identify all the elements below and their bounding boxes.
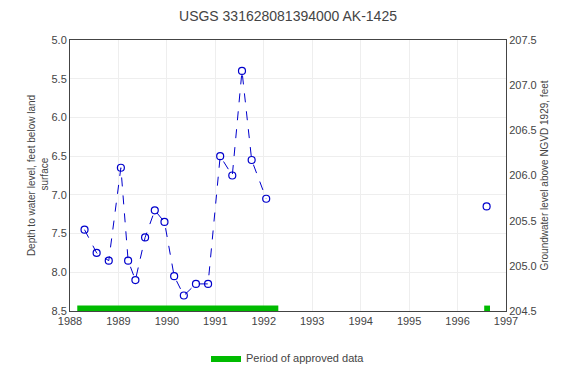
svg-text:7.0: 7.0 xyxy=(52,189,67,201)
svg-text:206.0: 206.0 xyxy=(509,169,537,181)
svg-text:5.0: 5.0 xyxy=(52,34,67,46)
svg-text:8.5: 8.5 xyxy=(52,305,67,317)
svg-text:206.5: 206.5 xyxy=(509,124,537,136)
svg-text:7.5: 7.5 xyxy=(52,227,67,239)
svg-text:207.5: 207.5 xyxy=(509,34,537,46)
svg-text:Groundwater level above NGVD 1: Groundwater level above NGVD 1929, feet xyxy=(539,80,550,270)
svg-text:1993: 1993 xyxy=(300,315,324,327)
svg-text:207.0: 207.0 xyxy=(509,79,537,91)
svg-text:1995: 1995 xyxy=(397,315,421,327)
svg-text:205.0: 205.0 xyxy=(509,260,537,272)
svg-text:1996: 1996 xyxy=(445,315,469,327)
svg-text:1988: 1988 xyxy=(58,315,82,327)
svg-text:5.5: 5.5 xyxy=(52,73,67,85)
svg-text:1991: 1991 xyxy=(203,315,227,327)
svg-text:Depth to water level, feet bel: Depth to water level, feet below land su… xyxy=(26,95,50,256)
svg-text:1997: 1997 xyxy=(494,315,518,327)
svg-text:6.5: 6.5 xyxy=(52,150,67,162)
svg-text:Period of approved data: Period of approved data xyxy=(246,352,364,364)
svg-text:1989: 1989 xyxy=(106,315,130,327)
svg-text:204.5: 204.5 xyxy=(509,305,537,317)
svg-text:205.5: 205.5 xyxy=(509,215,537,227)
svg-text:1994: 1994 xyxy=(348,315,372,327)
svg-text:8.0: 8.0 xyxy=(52,266,67,278)
svg-text:6.0: 6.0 xyxy=(52,111,67,123)
svg-text:1992: 1992 xyxy=(252,315,276,327)
svg-text:USGS 331628081394000 AK-1425: USGS 331628081394000 AK-1425 xyxy=(179,8,397,24)
svg-text:1990: 1990 xyxy=(155,315,179,327)
